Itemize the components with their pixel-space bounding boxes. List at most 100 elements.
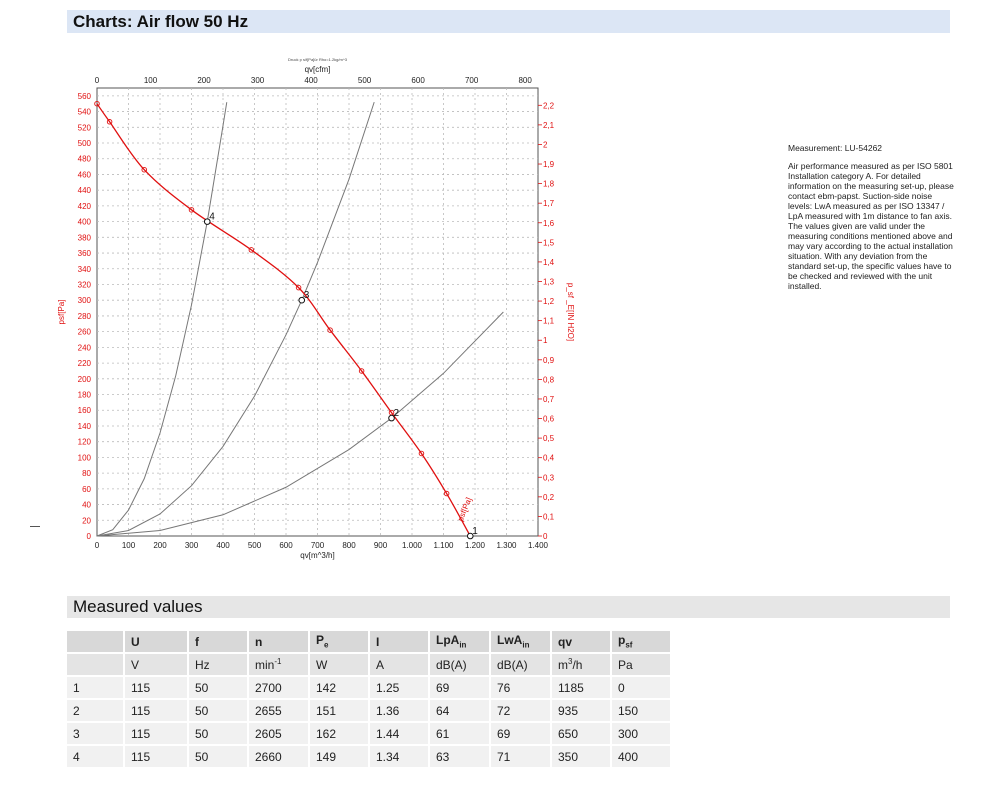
inh2o-tick-label: 1,9	[543, 160, 555, 169]
table-cell: 64	[429, 699, 491, 723]
cfm-tick-label: 500	[358, 76, 372, 85]
table-cell: 115	[124, 676, 189, 700]
table-cell: 650	[551, 722, 612, 746]
column-header: qv	[551, 631, 612, 654]
y-tick-label: 500	[78, 139, 92, 148]
cfm-tick-label: 700	[465, 76, 479, 85]
unit-cell: Hz	[188, 653, 249, 677]
table-cell: 142	[309, 676, 370, 700]
inh2o-tick-label: 1,7	[543, 199, 555, 208]
y-tick-label: 200	[78, 375, 92, 384]
system-curve-4	[96, 102, 228, 537]
y-tick-label: 540	[78, 108, 92, 117]
air-flow-chart: 0 100 200 300 400 500 600 700 800 900 1.000 1.100 1.…	[57, 57, 575, 560]
measured-title: Measured values	[73, 597, 203, 616]
column-header: n	[248, 631, 310, 654]
table-cell: 150	[611, 699, 672, 723]
y-tick-label: 460	[78, 170, 92, 179]
x-tick-label: 400	[216, 541, 230, 550]
fan-curve-point	[106, 119, 113, 125]
table-cell: 76	[490, 676, 552, 700]
table-cell: 3	[67, 722, 125, 746]
fan-curve-point	[358, 368, 365, 374]
y-tick-label: 400	[78, 218, 92, 227]
table-cell: 0	[611, 676, 672, 700]
x-tick-label: 1.400	[528, 541, 549, 550]
table-cell: 63	[429, 745, 491, 769]
y-tick-label: 560	[78, 92, 92, 101]
table-cell: 115	[124, 699, 189, 723]
x-tick-label: 1.100	[433, 541, 454, 550]
table-row: 1 115 50 2700 142 1.25 69 76 1185 0	[67, 676, 672, 700]
y-tick-label: 20	[82, 516, 91, 525]
y-tick-label: 220	[78, 359, 92, 368]
column-header: f	[188, 631, 249, 654]
fan-curve-point	[248, 247, 255, 253]
unit-cell: dB(A)	[490, 653, 552, 677]
operating-point-1	[466, 532, 474, 540]
inh2o-tick-label: 0,3	[543, 473, 555, 482]
x-tick-label: 100	[122, 541, 136, 550]
cfm-tick-label: 400	[304, 76, 318, 85]
table-cell: 2	[67, 699, 125, 723]
x-tick-label: 500	[248, 541, 262, 550]
fan-curve-point	[295, 284, 302, 291]
y-tick-label: 160	[78, 406, 92, 415]
x-tick-label: 800	[342, 541, 356, 550]
x-tick-label: 1.300	[496, 541, 517, 550]
y-tick-label: 340	[78, 265, 92, 274]
x-tick-label: 200	[153, 541, 167, 550]
operating-point-4	[203, 218, 211, 225]
inh2o-tick-label: 0,4	[543, 454, 555, 463]
table-cell: 69	[490, 722, 552, 746]
inh2o-tick-label: 1	[543, 336, 548, 345]
operating-point-2	[388, 414, 395, 422]
y-tick-label: 0	[87, 532, 92, 541]
fan-curve-line	[96, 103, 471, 537]
table-cell: 2660	[248, 745, 310, 769]
y-tick-label: 320	[78, 280, 92, 289]
inh2o-tick-label: 1,8	[543, 180, 555, 189]
cfm-tick-label: 800	[518, 76, 532, 85]
y-tick-label: 300	[78, 296, 92, 305]
x-axis-top-label: qv[cfm]	[305, 65, 331, 74]
column-header	[67, 631, 125, 654]
y-tick-label: 80	[82, 469, 91, 478]
table-cell: 71	[490, 745, 552, 769]
y-tick-label: 380	[78, 233, 92, 242]
unit-cell: min-1	[248, 653, 310, 677]
y-tick-label: 100	[78, 453, 92, 462]
y-tick-label: 140	[78, 422, 92, 431]
inh2o-tick-label: 2	[543, 140, 548, 149]
table-cell: 1.25	[369, 676, 430, 700]
divider-mark	[30, 526, 40, 527]
table-cell: 115	[124, 745, 189, 769]
x-tick-label: 0	[95, 541, 100, 550]
system-curve-2	[96, 311, 504, 537]
table-cell: 935	[551, 699, 612, 723]
y-tick-label: 440	[78, 186, 92, 195]
chart-title: Druck p s/f[Pa]ür Rho=1.2kg/m^3	[288, 57, 348, 62]
x-tick-label: 1.200	[465, 541, 486, 550]
column-header: I	[369, 631, 430, 654]
table-cell: 1.36	[369, 699, 430, 723]
y-tick-label: 280	[78, 312, 92, 321]
x-tick-label: 1.000	[402, 541, 423, 550]
table-cell: 1185	[551, 676, 612, 700]
measurement-note: Measurement: LU-54262 Air performance me…	[788, 143, 958, 291]
fan-curve-point	[443, 490, 450, 497]
table-cell: 162	[309, 722, 370, 746]
inh2o-tick-label: 1,3	[543, 277, 555, 286]
inh2o-tick-label: 1,5	[543, 238, 555, 247]
unit-cell: W	[309, 653, 370, 677]
column-header: Pe	[309, 631, 370, 654]
table-cell: 2700	[248, 676, 310, 700]
unit-cell	[67, 653, 125, 677]
y-tick-label: 260	[78, 328, 92, 337]
measurement-description: Air performance measured as per ISO 5801…	[788, 161, 954, 291]
operating-point-label: 4	[209, 212, 215, 223]
y-tick-label: 60	[82, 485, 91, 494]
y-axis-label: psf[Pa]	[57, 300, 66, 325]
